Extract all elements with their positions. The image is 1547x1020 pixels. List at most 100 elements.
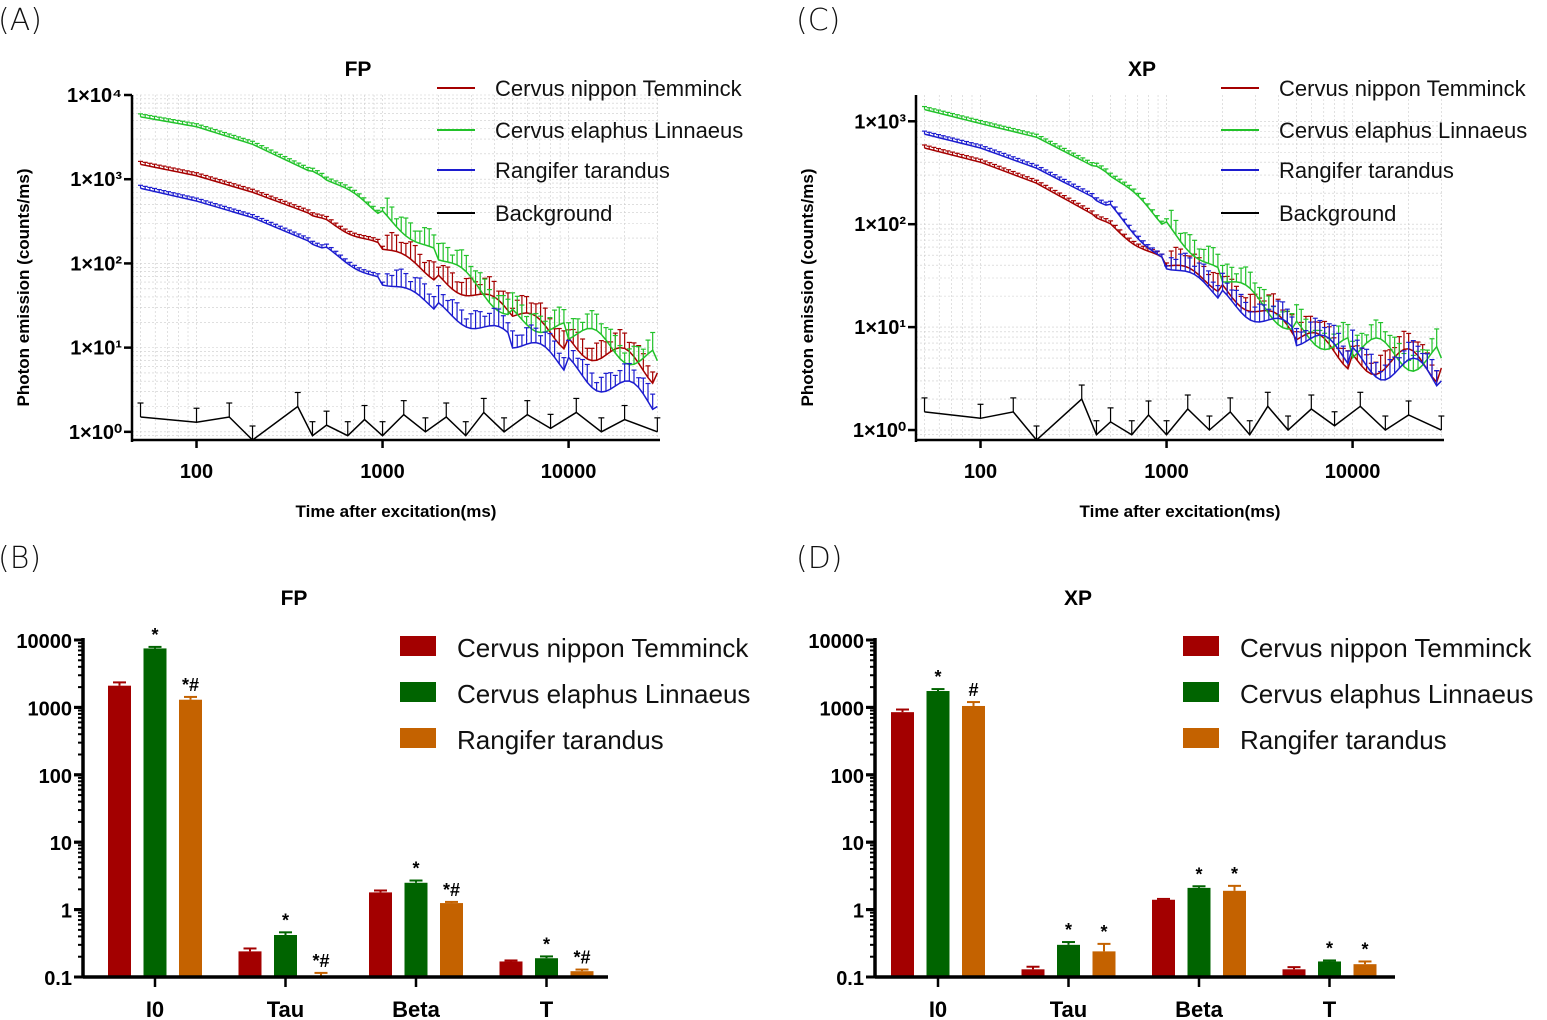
legend-swatch bbox=[400, 728, 436, 748]
chart-a-fp-line: 1×10⁰ 1×10¹ 1×10² 1×10³ 1×10⁴ 100 1000 10000 FP T… bbox=[14, 58, 743, 521]
y-tick-label: 0.1 bbox=[836, 968, 864, 990]
series-line-cervus-nippon-temminck bbox=[924, 147, 1443, 384]
bar-beta-2 bbox=[440, 903, 463, 977]
category-label: I0 bbox=[146, 997, 164, 1020]
bar-i0-2 bbox=[179, 699, 202, 977]
bar-beta-0 bbox=[1152, 899, 1175, 977]
significance-mark: * bbox=[1100, 922, 1107, 942]
y-tick-label: 100 bbox=[39, 766, 72, 788]
legend-label: Cervus nippon Temminck bbox=[457, 633, 749, 663]
legend-label: Rangifer tarandus bbox=[1240, 725, 1447, 755]
legend-swatch bbox=[1183, 728, 1219, 748]
y-tick-label: 10000 bbox=[16, 631, 72, 653]
y-tick-label: 1000 bbox=[820, 698, 865, 720]
legend-label: Background bbox=[495, 201, 612, 226]
x-axis-label: Time after excitation(ms) bbox=[296, 502, 497, 521]
bar-i0-1 bbox=[143, 648, 167, 977]
y-tick-label: 1×10¹ bbox=[854, 317, 906, 339]
bar-tau-1 bbox=[274, 934, 297, 977]
bar-beta-2 bbox=[1223, 890, 1246, 977]
legend-label: Cervus elaphus Linnaeus bbox=[1279, 118, 1527, 143]
chart-title: XP bbox=[1064, 587, 1092, 610]
y-tick-label: 1×10⁰ bbox=[853, 420, 906, 442]
y-tick-label: 10 bbox=[842, 833, 864, 855]
panel-label-a: (A) bbox=[0, 3, 42, 38]
series-line-background bbox=[140, 405, 658, 441]
bar-tau-0 bbox=[238, 951, 262, 977]
panel-label-d: (D) bbox=[796, 541, 843, 576]
significance-mark: * bbox=[151, 625, 158, 645]
x-tick-label: 1000 bbox=[360, 461, 405, 483]
chart-title: FP bbox=[345, 58, 372, 81]
legend-label: Cervus elaphus Linnaeus bbox=[457, 679, 750, 709]
y-tick-label: 1×10² bbox=[854, 214, 906, 236]
legend-label: Rangifer tarandus bbox=[495, 158, 670, 183]
legend-label: Cervus nippon Temminck bbox=[1279, 76, 1527, 101]
y-tick-label: 1×10³ bbox=[854, 111, 906, 133]
y-axis-label: Photon emission (counts/ms) bbox=[798, 168, 817, 406]
bar-i0-0 bbox=[108, 685, 131, 977]
y-tick-label: 1000 bbox=[28, 698, 73, 720]
y-tick-label: 1 bbox=[853, 901, 864, 923]
bar-tau-0 bbox=[1021, 969, 1045, 977]
legend-label: Rangifer tarandus bbox=[457, 725, 664, 755]
series-line-cervus-elaphus-linnaeus bbox=[140, 116, 659, 366]
category-label: Beta bbox=[1175, 997, 1223, 1020]
significance-mark: * bbox=[1065, 920, 1072, 940]
significance-mark: *# bbox=[573, 948, 590, 968]
series-line-rangifer-tarandus bbox=[140, 187, 658, 411]
bar-i0-2 bbox=[962, 705, 985, 977]
legend-swatch bbox=[400, 682, 436, 702]
category-label: T bbox=[1323, 997, 1337, 1020]
significance-mark: * bbox=[1361, 939, 1368, 959]
y-tick-label: 1×10³ bbox=[70, 169, 122, 191]
significance-mark: *# bbox=[312, 951, 329, 971]
significance-mark: *# bbox=[182, 675, 199, 695]
category-label: Beta bbox=[392, 997, 440, 1020]
bar-i0-1 bbox=[926, 691, 950, 977]
y-tick-label: 100 bbox=[831, 766, 864, 788]
bar-beta-0 bbox=[369, 892, 392, 977]
y-tick-label: 1×10⁰ bbox=[69, 422, 122, 444]
significance-mark: *# bbox=[443, 880, 460, 900]
category-label: I0 bbox=[929, 997, 947, 1020]
series-line-cervus-elaphus-linnaeus bbox=[924, 108, 1443, 372]
bar-tau-2 bbox=[1092, 951, 1116, 977]
x-tick-label: 10000 bbox=[541, 461, 597, 483]
x-tick-label: 1000 bbox=[1144, 461, 1189, 483]
legend-label: Cervus nippon Temminck bbox=[495, 76, 743, 101]
y-tick-label: 1×10² bbox=[70, 253, 122, 275]
legend-label: Cervus nippon Temminck bbox=[1240, 633, 1532, 663]
panel-label-b: (B) bbox=[0, 541, 41, 576]
legend-swatch bbox=[1183, 682, 1219, 702]
significance-mark: * bbox=[1326, 938, 1333, 958]
y-tick-label: 0.1 bbox=[44, 968, 72, 990]
series-line-background bbox=[924, 397, 1442, 442]
chart-c-xp-line: 1×10⁰ 1×10¹ 1×10² 1×10³ 100 1000 10000 XP Time a… bbox=[798, 58, 1527, 521]
x-tick-label: 10000 bbox=[1325, 461, 1381, 483]
chart-title: FP bbox=[281, 587, 308, 610]
significance-mark: * bbox=[1195, 864, 1202, 884]
chart-title: XP bbox=[1128, 58, 1156, 81]
series-line-rangifer-tarandus bbox=[924, 133, 1442, 388]
significance-mark: * bbox=[412, 859, 419, 879]
y-tick-label: 1×10¹ bbox=[70, 338, 122, 360]
bar-tau-1 bbox=[1057, 944, 1080, 977]
legend-label: Background bbox=[1279, 201, 1396, 226]
x-axis-label: Time after excitation(ms) bbox=[1080, 502, 1281, 521]
legend-swatch bbox=[400, 636, 436, 656]
y-tick-label: 1 bbox=[61, 901, 72, 923]
category-label: T bbox=[540, 997, 554, 1020]
significance-mark: * bbox=[934, 667, 941, 687]
bar-t-0 bbox=[1282, 969, 1306, 977]
legend-label: Cervus elaphus Linnaeus bbox=[1240, 679, 1533, 709]
x-tick-label: 100 bbox=[180, 461, 213, 483]
chart-d-xp-bar: * # I0 * * Tau * * Beta * * T 0.1 1 10 100 1000 10000 XP Ce… bbox=[808, 587, 1533, 1020]
bar-i0-0 bbox=[891, 712, 914, 977]
chart-b-fp-bar: * *# I0 * *# Tau * *# Beta * *# T 0.1 1 10 100 1000 10000… bbox=[16, 587, 750, 1020]
panel-label-c: (C) bbox=[796, 3, 840, 38]
legend-swatch bbox=[1183, 636, 1219, 656]
significance-mark: * bbox=[282, 910, 289, 930]
significance-mark: # bbox=[968, 680, 978, 700]
